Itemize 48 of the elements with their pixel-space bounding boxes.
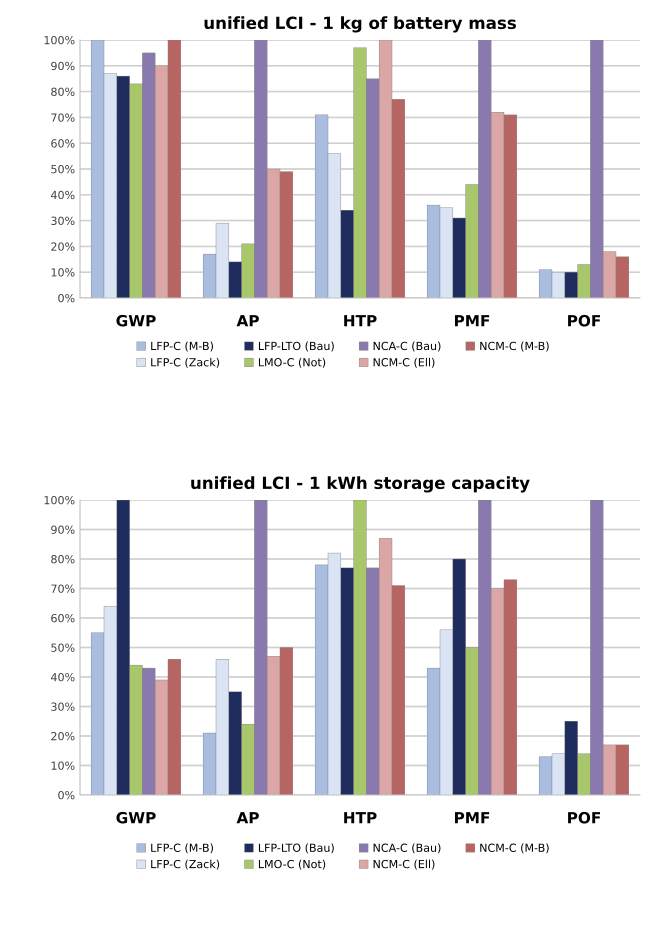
y-tick-label: 40% [50,190,75,200]
legend-label: LFP-LTO (Bau) [258,843,334,854]
y-tick-label: 50% [51,164,75,174]
y-tick-label: 60% [51,614,75,622]
y-tick-label: 30% [51,702,75,711]
y-tick-label: 100% [44,496,75,504]
legend-label: NCA-C (Bau) [374,843,440,854]
y-tick-label: 60% [51,139,75,148]
y-tick-label: 50% [51,643,75,652]
x-tick-label: GWP [116,812,156,824]
legend-label: LFP-C (Zack) [151,358,220,368]
chart-title: unified LCI - 1 kg of battery mass [204,16,516,32]
x-tick-label: PMF [454,315,490,326]
y-tick-label: 70% [51,584,75,593]
x-tick-label: AP [236,812,259,824]
x-tick-label: GWP [116,314,156,326]
y-tick-label: 0% [58,790,75,800]
legend-label: NCA-C (Bau) [374,342,440,352]
y-tick-label: 20% [51,242,75,251]
x-tick-label: POF [568,314,600,326]
x-tick-label: HTP [344,315,377,326]
legend-label: NCM-C (M-B) [480,342,549,352]
x-tick-label: PMF [454,812,490,824]
legend-label: LFP-LTO (Bau) [258,342,334,352]
y-tick-label: 90% [51,62,75,70]
x-tick-label: POF [568,812,600,824]
y-tick-label: 80% [51,88,75,96]
legend-label: LFP-C (Zack) [151,860,220,870]
y-tick-label: 80% [51,554,75,564]
y-tick-label: 10% [52,268,75,277]
y-tick-label: 40% [50,672,75,682]
legend-label: NCM-C (Ell) [374,358,434,368]
chart-title: unified LCI - 1 kWh storage capacity [191,476,530,492]
y-tick-label: 0% [58,294,75,302]
legend-label: LMO-C (Not) [258,358,326,368]
y-tick-label: 10% [52,761,75,770]
y-tick-label: 100% [44,36,75,44]
y-tick-label: 90% [51,525,75,534]
y-tick-label: 70% [51,113,75,122]
legend-label: NCM-C (Ell) [374,860,434,870]
legend-label: NCM-C (M-B) [480,843,549,854]
legend-label: LFP-C (M-B) [151,342,213,352]
y-tick-label: 20% [51,732,75,740]
legend-label: LFP-C (M-B) [151,843,213,854]
legend-label: LMO-C (Not) [258,860,326,870]
x-tick-label: AP [236,315,259,326]
y-tick-label: 30% [51,216,75,225]
x-tick-label: HTP [344,812,377,824]
